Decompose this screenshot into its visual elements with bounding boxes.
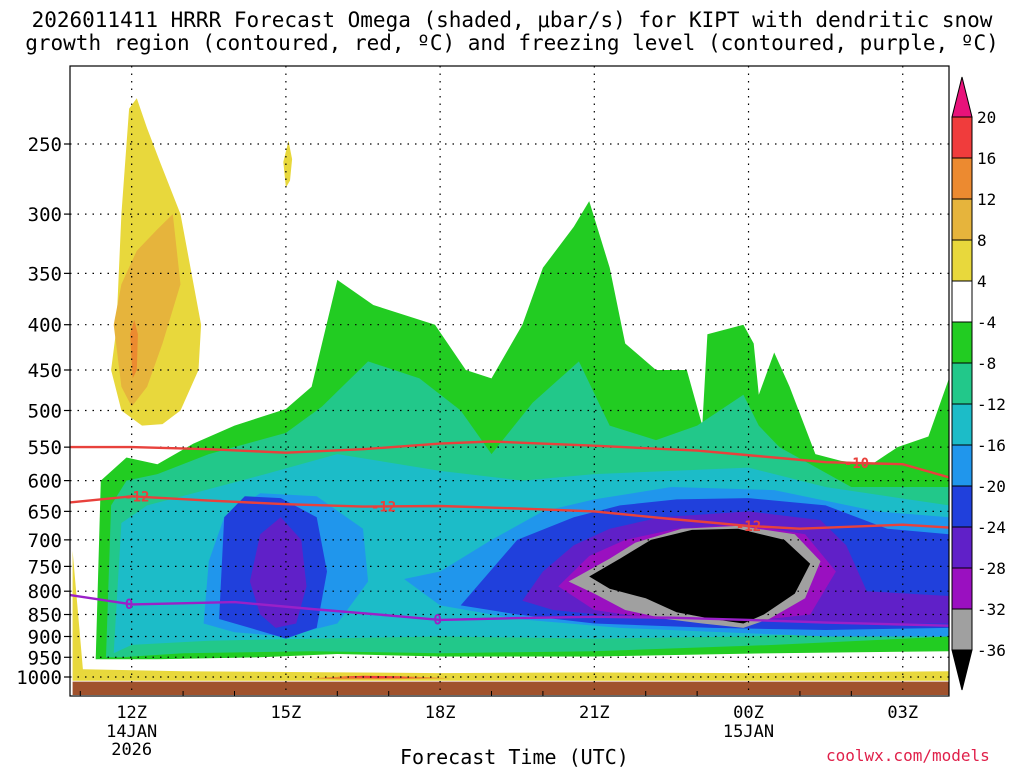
y-tick-label-750: 750 xyxy=(28,556,62,578)
y-tick-label-850: 850 xyxy=(28,605,62,627)
y-tick-label-550: 550 xyxy=(28,437,62,459)
contour-minus-10-c xyxy=(70,440,949,479)
x-tick-label-18Z: 18Z xyxy=(425,703,456,723)
colorbar-bin xyxy=(951,239,973,282)
credit-link[interactable]: coolwx.com/models xyxy=(826,746,990,765)
contour-freezing-level xyxy=(70,593,949,627)
omega-region-descent-black xyxy=(589,528,811,624)
omega-region-low-level-red xyxy=(337,675,415,679)
omega-region-upper-ascent-core xyxy=(130,319,138,379)
y-tick-label-1000: 1000 xyxy=(16,667,62,689)
y-tick-label-950: 950 xyxy=(28,647,62,669)
colorbar-label-16: 16 xyxy=(977,149,996,168)
colorbar-bin xyxy=(951,403,973,446)
colorbar-label--12: -12 xyxy=(977,395,1006,414)
x-year-label: 2026 xyxy=(111,740,152,760)
contour-label-minus-12-c: -12 xyxy=(371,499,396,515)
colorbar-label--24: -24 xyxy=(977,518,1006,537)
x-axis-label: Forecast Time (UTC) xyxy=(400,745,629,769)
y-tick-label-650: 650 xyxy=(28,501,62,523)
colorbar-bin xyxy=(951,116,973,159)
colorbar-label-20: 20 xyxy=(977,108,996,127)
y-tick-label-900: 900 xyxy=(28,626,62,648)
colorbar-bin xyxy=(951,280,973,323)
colorbar-label--28: -28 xyxy=(977,559,1006,578)
colorbar-label--8: -8 xyxy=(977,354,996,373)
colorbar-label--16: -16 xyxy=(977,436,1006,455)
y-tick-label-400: 400 xyxy=(28,315,62,337)
contour-label-minus-12-c: -12 xyxy=(736,519,761,535)
colorbar-bin xyxy=(951,362,973,405)
y-tick-label-700: 700 xyxy=(28,530,62,552)
colorbar-bin xyxy=(951,198,973,241)
contour-label-minus-10-c: -10 xyxy=(844,456,869,472)
isotherm-contours: -10 -12 -12 -12 0 0 xyxy=(70,440,949,629)
y-tick-label-450: 450 xyxy=(28,360,62,382)
omega-region-upper-ascent-orange xyxy=(113,214,181,407)
colorbar-bin xyxy=(951,526,973,569)
colorbar-label--4: -4 xyxy=(977,313,996,332)
x-tick-label-12Z: 12Z xyxy=(116,703,147,723)
gridlines xyxy=(70,66,949,696)
omega-region-ground xyxy=(72,681,949,695)
y-tick-label-800: 800 xyxy=(28,581,62,603)
x-date-label: 14JAN xyxy=(106,722,157,742)
y-tick-label-500: 500 xyxy=(28,401,62,423)
omega-region-descent-purple xyxy=(249,517,307,628)
y-tick-label-300: 300 xyxy=(28,204,62,226)
colorbar-bin xyxy=(951,444,973,487)
colorbar-bin xyxy=(951,567,973,610)
omega-region-small-yellow-cell xyxy=(283,140,293,188)
omega-shading xyxy=(72,98,949,695)
contour-label-freezing-level: 0 xyxy=(125,597,133,613)
colorbar-bin xyxy=(951,157,973,200)
colorbar-label--36: -36 xyxy=(977,641,1006,660)
colorbar-label--32: -32 xyxy=(977,600,1006,619)
y-tick-label-350: 350 xyxy=(28,263,62,285)
x-tick-label-21Z: 21Z xyxy=(579,703,610,723)
colorbar-label-8: 8 xyxy=(977,231,987,250)
y-tick-label-250: 250 xyxy=(28,134,62,156)
colorbar-label-12: 12 xyxy=(977,190,996,209)
colorbar-bin xyxy=(951,485,973,528)
y-tick-label-600: 600 xyxy=(28,471,62,493)
chart-title-line-1: 2026011411 HRRR Forecast Omega (shaded, … xyxy=(31,8,993,32)
colorbar-bottom-arrow xyxy=(951,649,973,691)
x-tick-label-00Z: 00Z xyxy=(733,703,764,723)
colorbar-label-4: 4 xyxy=(977,272,987,291)
contour-minus-12-c xyxy=(70,495,949,530)
colorbar: 20 16 12 8 4 -4 -8 -12 -16 -20 -24 -28 -32 -36 xyxy=(951,76,1006,691)
contour-label-freezing-level: 0 xyxy=(433,613,441,629)
x-tick-label-03Z: 03Z xyxy=(887,703,918,723)
colorbar-label--20: -20 xyxy=(977,477,1006,496)
colorbar-bin xyxy=(951,608,973,651)
plot-frame xyxy=(69,65,950,697)
chart-title-line-2: growth region (contoured, red, ºC) and f… xyxy=(25,31,999,55)
y-axis: 2503003504004505005506006507007508008509… xyxy=(16,134,70,689)
x-tick-label-15Z: 15Z xyxy=(271,703,302,723)
x-date-label: 15JAN xyxy=(723,722,774,742)
colorbar-top-arrow xyxy=(951,76,973,118)
contour-label-minus-12-c: -12 xyxy=(124,490,149,506)
colorbar-bin xyxy=(951,321,973,364)
